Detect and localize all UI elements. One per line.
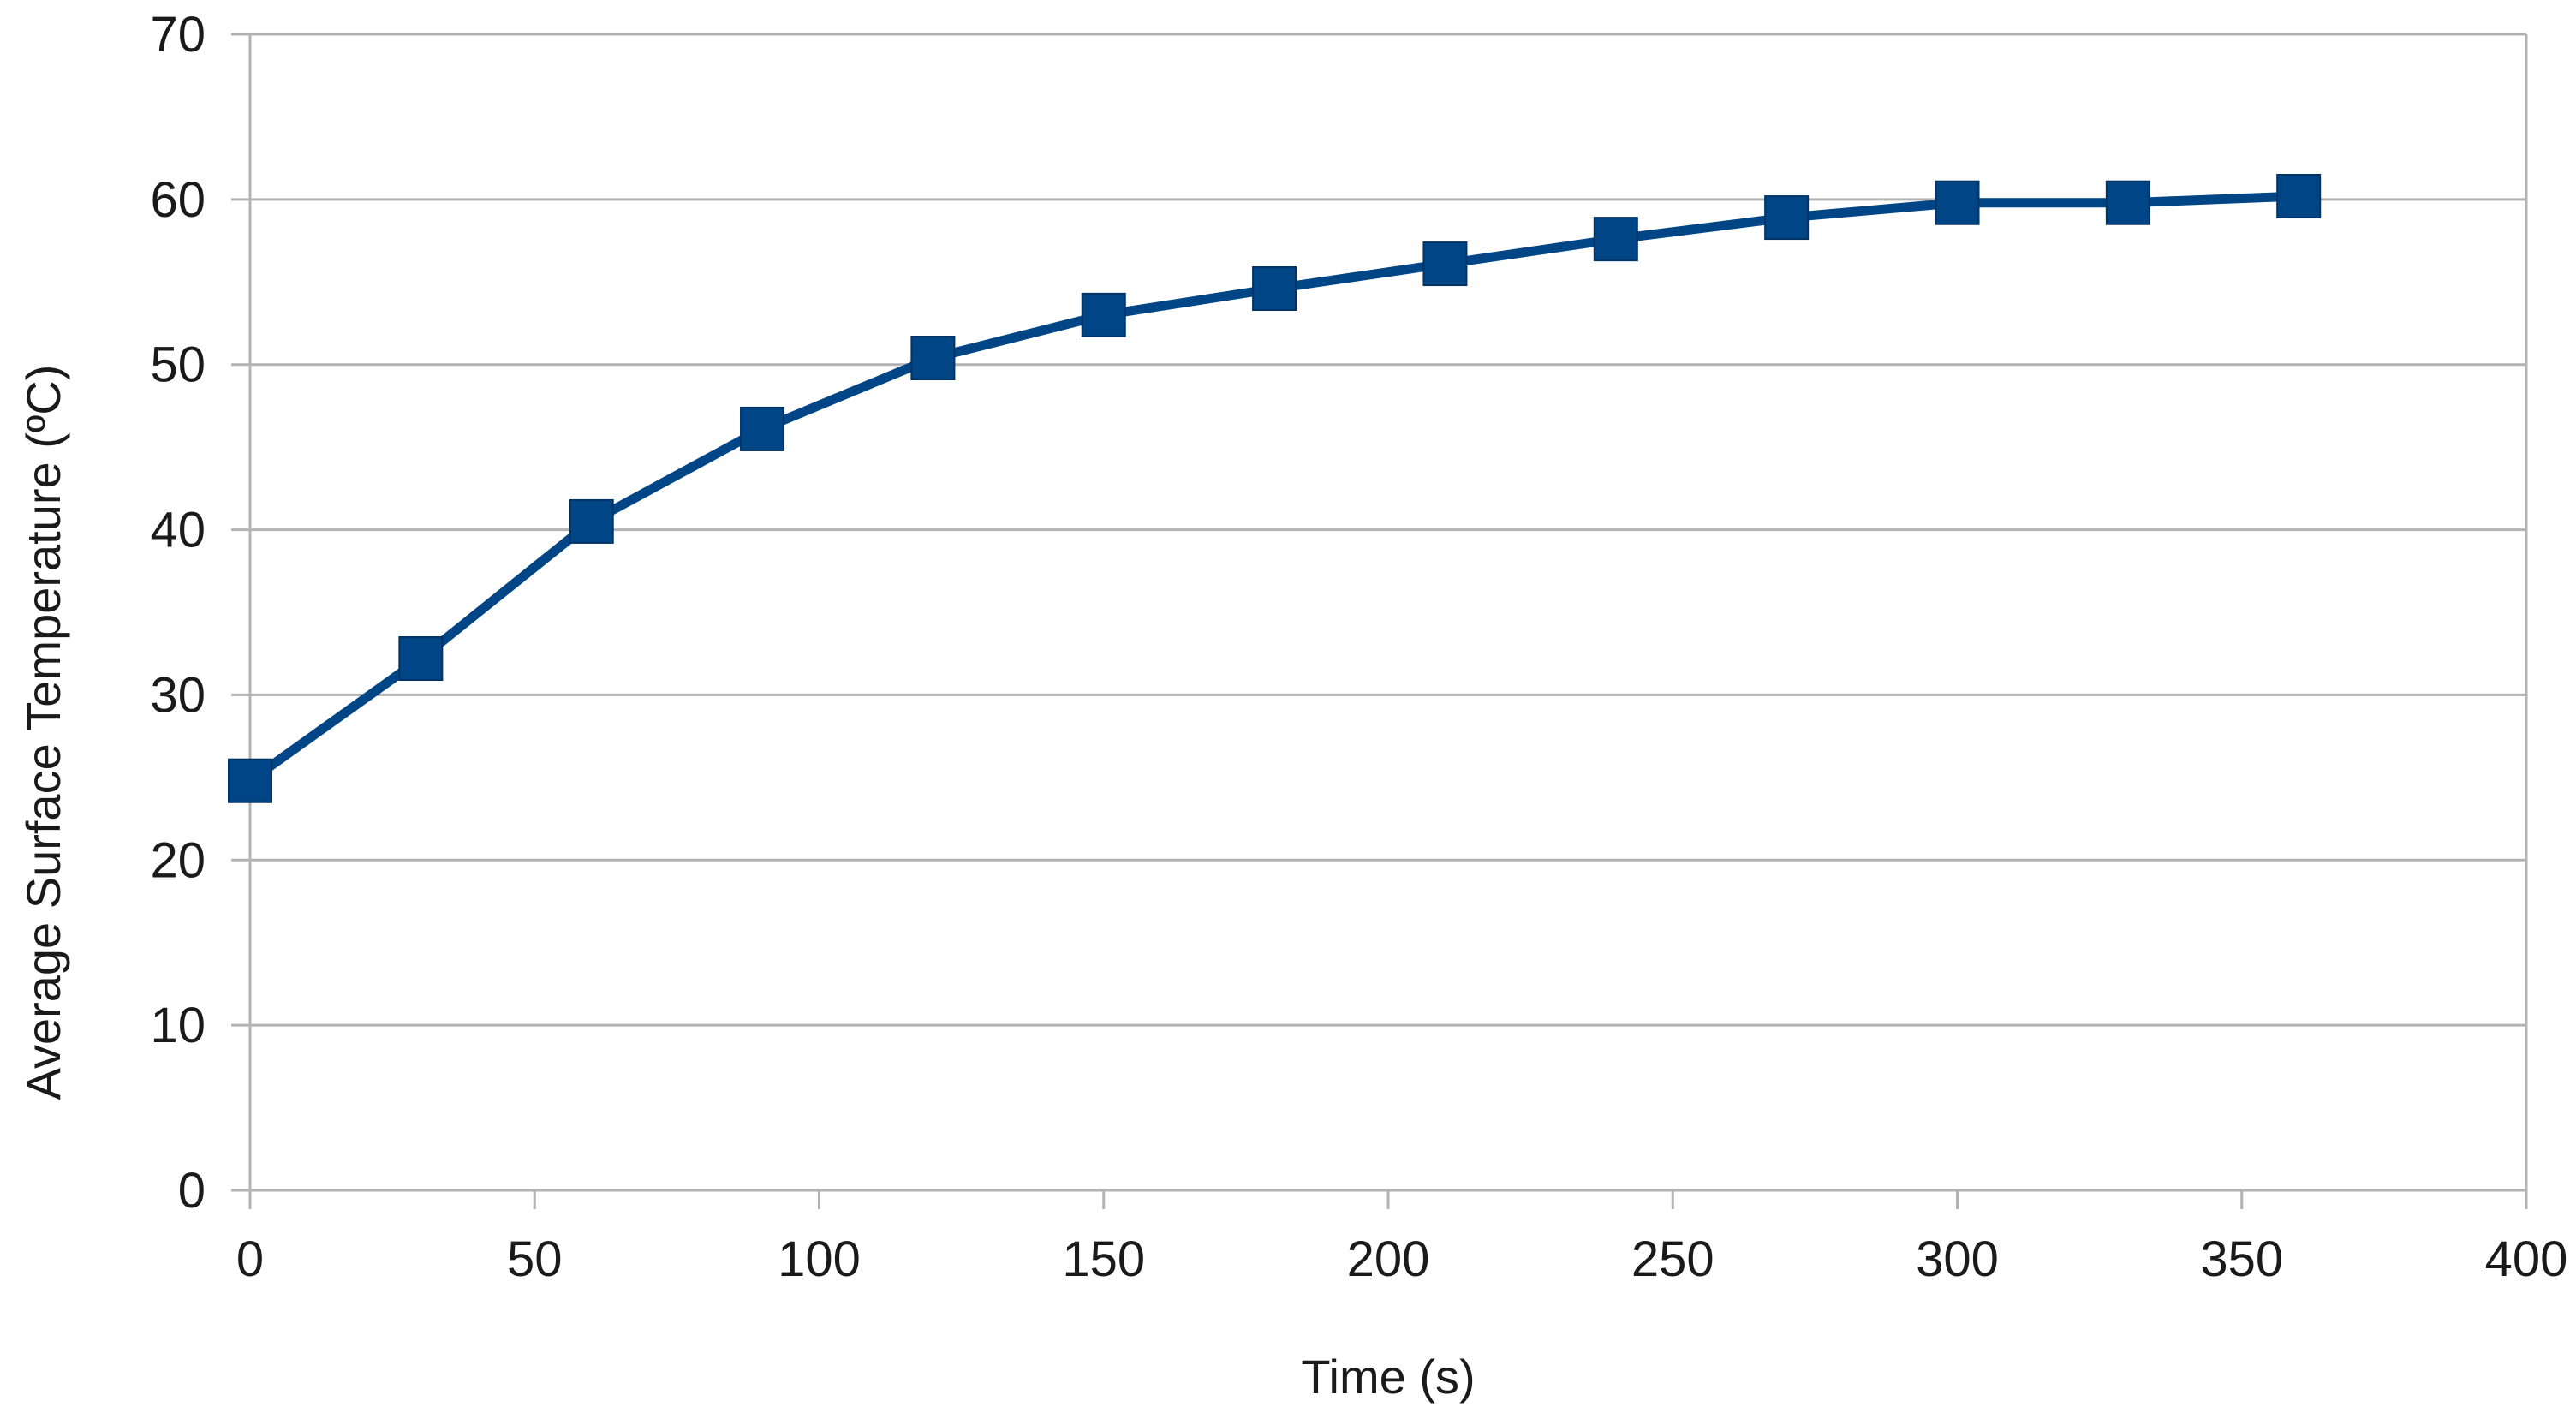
x-tick-label: 0	[236, 1231, 264, 1287]
x-tick-label: 250	[1631, 1231, 1714, 1287]
x-tick-label: 100	[778, 1231, 861, 1287]
data-point	[1252, 266, 1297, 311]
x-tick-label: 200	[1347, 1231, 1430, 1287]
axes	[248, 34, 2528, 1209]
x-axis-title: Time (s)	[1301, 1350, 1475, 1404]
x-tick-label: 400	[2485, 1231, 2568, 1287]
data-point	[2105, 180, 2150, 225]
y-tick-label: 70	[150, 7, 206, 63]
y-tick-label: 50	[150, 337, 206, 393]
data-point	[910, 336, 956, 380]
y-tick-label: 10	[150, 998, 206, 1053]
data-point	[398, 636, 444, 681]
y-axis-title: Average Surface Temperature (ºC)	[16, 365, 70, 1100]
plot-area	[228, 174, 2322, 803]
y-tick-label: 60	[150, 172, 206, 228]
data-point	[1935, 180, 1980, 225]
y-tick-label: 30	[150, 667, 206, 723]
data-point	[1593, 217, 1638, 262]
x-tick-labels: 0 50 100 150 200 250 300 350 400	[236, 1231, 2568, 1287]
x-tick-label: 300	[1916, 1231, 1999, 1287]
y-tick-label: 40	[150, 503, 206, 558]
data-point	[1081, 292, 1126, 337]
y-tick-label: 0	[178, 1163, 206, 1219]
data-point	[228, 758, 272, 803]
y-tick-labels: 0 10 20 30 40 50 60 70	[150, 7, 206, 1219]
x-tick-label: 150	[1062, 1231, 1145, 1287]
y-tick-label: 20	[150, 832, 206, 888]
data-point	[569, 498, 614, 544]
x-tick-label: 50	[507, 1231, 563, 1287]
data-point	[1764, 195, 1810, 241]
data-point	[2276, 174, 2322, 218]
x-tick-label: 350	[2200, 1231, 2283, 1287]
data-point	[740, 406, 785, 451]
data-point	[1422, 241, 1468, 287]
grid-lines	[231, 33, 2526, 1192]
